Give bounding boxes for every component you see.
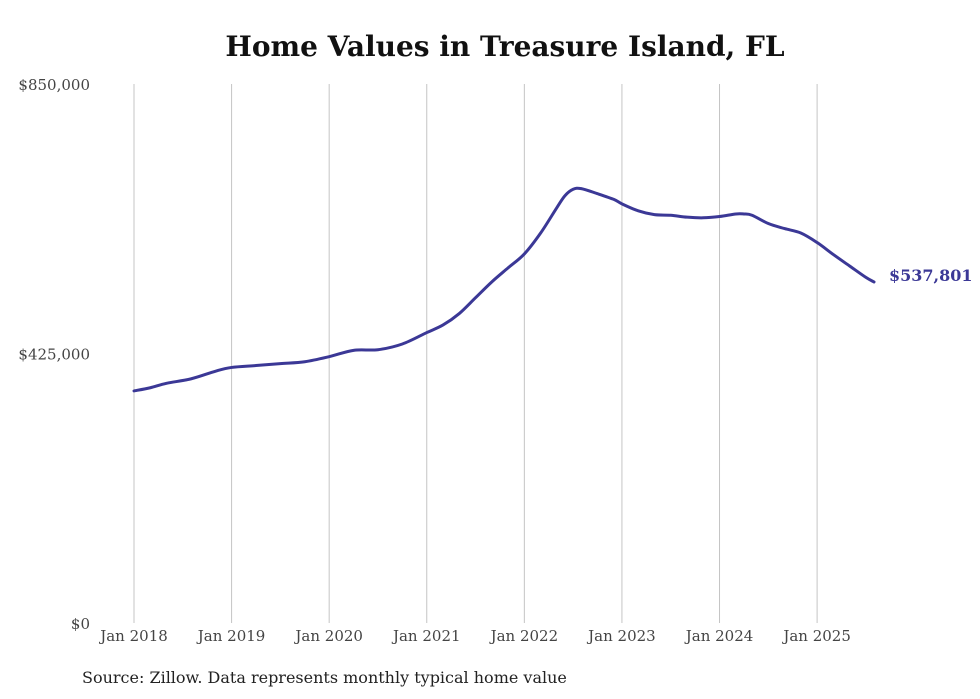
chart-title: Home Values in Treasure Island, FL — [225, 30, 785, 63]
x-axis-tick-labels: Jan 2018 Jan 2019 Jan 2020 Jan 2021 Jan 2022… — [98, 627, 851, 645]
x-tick-label-1: Jan 2019 — [196, 627, 266, 645]
vertical-gridlines — [133, 84, 818, 623]
y-tick-label-2: $850,000 — [18, 76, 90, 94]
x-tick-label-6: Jan 2024 — [684, 627, 754, 645]
x-tick-label-5: Jan 2023 — [586, 627, 656, 645]
y-tick-label-1: $425,000 — [18, 346, 90, 364]
x-tick-label-2: Jan 2020 — [293, 627, 363, 645]
end-value-label-0: $537,801 — [889, 266, 973, 285]
x-tick-label-3: Jan 2021 — [391, 627, 461, 645]
series-layer — [132, 186, 876, 393]
x-tick-label-0: Jan 2018 — [98, 627, 168, 645]
x-tick-label-4: Jan 2022 — [489, 627, 559, 645]
y-tick-label-0: $0 — [71, 615, 90, 633]
source-note: Source: Zillow. Data represents monthly … — [82, 668, 567, 687]
y-axis-tick-labels: $0 $425,000 $850,000 — [18, 76, 90, 633]
x-tick-label-7: Jan 2025 — [781, 627, 851, 645]
end-labels: $537,801 — [889, 266, 973, 285]
series-line-0 — [132, 186, 876, 393]
